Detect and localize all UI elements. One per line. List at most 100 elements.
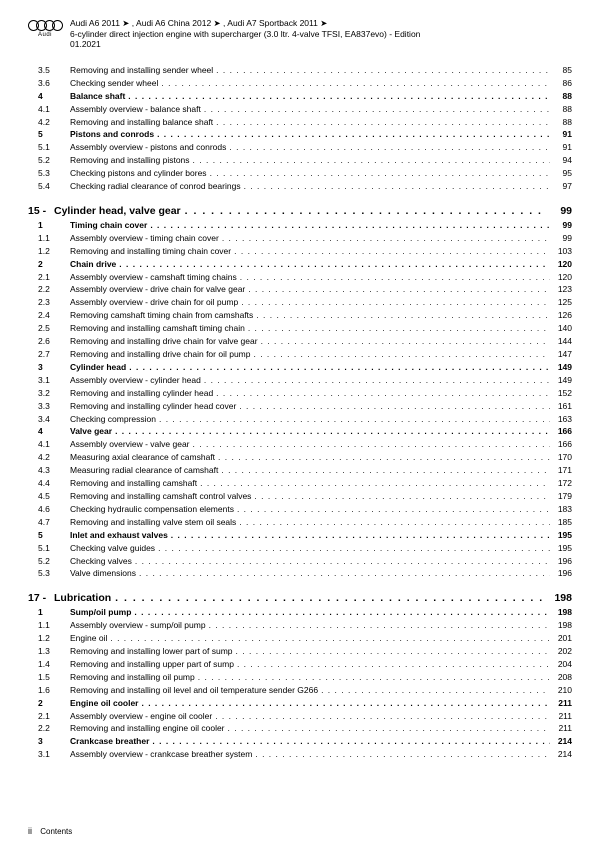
toc-title: Removing and installing drive chain for … [70,335,258,348]
toc-number: 2.5 [36,322,70,335]
toc-dots: . . . . . . . . . . . . . . . . . . . . … [126,361,550,374]
toc-title: Checking valves [70,555,132,568]
toc-dots: . . . . . . . . . . . . . . . . . . . . … [197,477,550,490]
chapter-page: 99 [546,205,572,217]
toc-number: 3.3 [36,400,70,413]
toc-number: 2 [36,258,70,271]
toc-title: Assembly overview - pistons and conrods [70,141,226,154]
toc-title: Checking radial clearance of conrod bear… [70,180,241,193]
toc-dots: . . . . . . . . . . . . . . . . . . . . … [318,684,550,697]
toc-page: 195 [550,542,572,555]
toc-dots: . . . . . . . . . . . . . . . . . . . . … [132,555,550,568]
toc-dots: . . . . . . . . . . . . . . . . . . . . … [185,205,546,217]
toc-title: Assembly overview - drive chain for valv… [70,283,245,296]
toc-dots: . . . . . . . . . . . . . . . . . . . . … [147,219,550,232]
toc-page: 91 [550,141,572,154]
toc-title: Removing and installing drive chain for … [70,348,250,361]
toc-row: 1Timing chain cover . . . . . . . . . . … [36,219,572,232]
toc-row: 3.4Checking compression . . . . . . . . … [36,413,572,426]
toc-title: Sump/oil pump [70,606,131,619]
toc-row: 2.3Assembly overview - drive chain for o… [36,296,572,309]
toc-page: 126 [550,309,572,322]
toc-dots: . . . . . . . . . . . . . . . . . . . . … [149,735,550,748]
toc-number: 5.1 [36,542,70,555]
toc-number: 3.6 [36,77,70,90]
toc-dots: . . . . . . . . . . . . . . . . . . . . … [241,180,550,193]
chapter-page: 198 [546,592,572,604]
toc-dots: . . . . . . . . . . . . . . . . . . . . … [136,567,550,580]
toc-row: 4.5Removing and installing camshaft cont… [36,490,572,503]
toc-number: 2.2 [36,722,70,735]
toc-number: 2 [36,697,70,710]
toc-dots: . . . . . . . . . . . . . . . . . . . . … [155,542,550,555]
toc-page: 163 [550,413,572,426]
toc-dots: . . . . . . . . . . . . . . . . . . . . … [250,348,550,361]
toc-page: 183 [550,503,572,516]
toc-page: 86 [550,77,572,90]
toc-number: 4.5 [36,490,70,503]
toc-page: 152 [550,387,572,400]
toc-dots: . . . . . . . . . . . . . . . . . . . . … [233,645,550,658]
toc-dots: . . . . . . . . . . . . . . . . . . . . … [236,516,550,529]
toc-title: Checking compression [70,413,156,426]
toc-dots: . . . . . . . . . . . . . . . . . . . . … [213,387,550,400]
toc-page: 211 [550,697,572,710]
toc-row: 4Valve gear . . . . . . . . . . . . . . … [36,425,572,438]
toc-title: Removing and installing camshaft [70,477,197,490]
toc-number: 2.2 [36,283,70,296]
toc-page: 88 [550,90,572,103]
toc-row: 1.1Assembly overview - sump/oil pump . .… [36,619,572,632]
toc-row: 4.4Removing and installing camshaft . . … [36,477,572,490]
toc-row: 5Pistons and conrods . . . . . . . . . .… [36,128,572,141]
toc-dots: . . . . . . . . . . . . . . . . . . . . … [245,283,550,296]
toc-title: Checking pistons and cylinder bores [70,167,207,180]
toc-page: 85 [550,64,572,77]
toc-page: 185 [550,516,572,529]
toc-row: 4.6Checking hydraulic compensation eleme… [36,503,572,516]
toc-title: Removing and installing cylinder head co… [70,400,236,413]
toc-title: Timing chain cover [70,219,147,232]
toc-dots: . . . . . . . . . . . . . . . . . . . . … [236,400,550,413]
toc-title: Removing and installing valve stem oil s… [70,516,236,529]
toc-dots: . . . . . . . . . . . . . . . . . . . . … [115,592,546,604]
toc-row: 2.4Removing camshaft timing chain from c… [36,309,572,322]
toc-dots: . . . . . . . . . . . . . . . . . . . . … [225,722,550,735]
toc-dots: . . . . . . . . . . . . . . . . . . . . … [252,748,550,761]
toc-dots: . . . . . . . . . . . . . . . . . . . . … [154,128,550,141]
toc-number: 1.4 [36,658,70,671]
toc-number: 3.1 [36,748,70,761]
toc-row: 1.3Removing and installing lower part of… [36,645,572,658]
toc-title: Inlet and exhaust valves [70,529,168,542]
toc-page: 144 [550,335,572,348]
toc-row: 5.3Valve dimensions . . . . . . . . . . … [36,567,572,580]
toc-number: 1.5 [36,671,70,684]
toc-dots: . . . . . . . . . . . . . . . . . . . . … [234,503,550,516]
toc-row: 2.5Removing and installing camshaft timi… [36,322,572,335]
toc-page: 99 [550,232,572,245]
footer-label: Contents [40,827,72,836]
toc-row: 5.2Checking valves . . . . . . . . . . .… [36,555,572,568]
toc-page: 208 [550,671,572,684]
toc-row: 3.1Assembly overview - cylinder head . .… [36,374,572,387]
toc-page: 166 [550,438,572,451]
toc-title: Assembly overview - balance shaft [70,103,201,116]
toc-page: 198 [550,619,572,632]
toc-dots: . . . . . . . . . . . . . . . . . . . . … [131,606,550,619]
header-edition: 01.2021 [70,39,420,50]
toc-dots: . . . . . . . . . . . . . . . . . . . . … [238,296,550,309]
chapter-title: Lubrication [54,592,115,604]
toc-page: 140 [550,322,572,335]
toc-dots: . . . . . . . . . . . . . . . . . . . . … [226,141,550,154]
toc-title: Removing and installing camshaft control… [70,490,251,503]
toc-title: Assembly overview - valve gear [70,438,190,451]
table-of-contents: 3.5Removing and installing sender wheel … [28,64,572,761]
toc-title: Removing and installing lower part of su… [70,645,233,658]
toc-chapter: 17 - Lubrication . . . . . . . . . . . .… [28,592,572,604]
toc-number: 4 [36,425,70,438]
toc-page: 94 [550,154,572,167]
toc-page: 88 [550,116,572,129]
toc-dots: . . . . . . . . . . . . . . . . . . . . … [116,258,550,271]
toc-row: 2.6Removing and installing drive chain f… [36,335,572,348]
toc-number: 4 [36,90,70,103]
toc-row: 2Engine oil cooler . . . . . . . . . . .… [36,697,572,710]
